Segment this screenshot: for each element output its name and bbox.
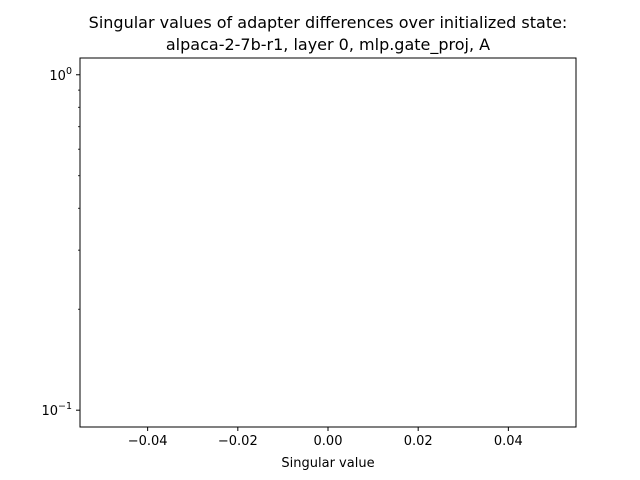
x-axis-label: Singular value xyxy=(281,456,374,471)
plot-area xyxy=(79,57,577,428)
x-tick-label: 0.00 xyxy=(314,434,343,449)
y-tick-label: 10−1 xyxy=(41,401,72,419)
chart-title-line-1: Singular values of adapter differences o… xyxy=(89,13,568,32)
y-tick-label: 100 xyxy=(49,66,72,84)
y-axis-ticks: 100 10−1 xyxy=(41,66,80,419)
x-tick-label: 0.04 xyxy=(494,434,523,449)
x-tick-label: −0.02 xyxy=(218,434,258,449)
x-tick-label: 0.02 xyxy=(404,434,433,449)
x-axis-ticks: −0.04 −0.02 0.00 0.02 0.04 xyxy=(128,427,523,449)
x-tick-label: −0.04 xyxy=(128,434,168,449)
chart-title-line-2: alpaca-2-7b-r1, layer 0, mlp.gate_proj, … xyxy=(166,35,490,55)
